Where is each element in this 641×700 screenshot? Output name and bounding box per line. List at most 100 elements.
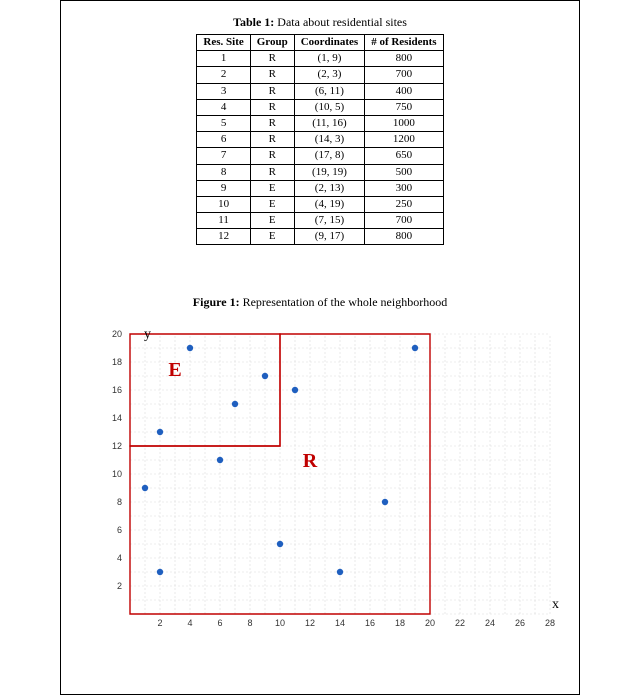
x-axis-label: x xyxy=(552,597,559,612)
col-residents: # of Residents xyxy=(365,35,443,51)
table-cell: E xyxy=(250,229,294,245)
table-cell: (4, 19) xyxy=(294,196,364,212)
table-cell: E xyxy=(250,196,294,212)
table-cell: (11, 16) xyxy=(294,115,364,131)
table-row: 4R(10, 5)750 xyxy=(197,99,443,115)
table-row: 3R(6, 11)400 xyxy=(197,83,443,99)
table-cell: 9 xyxy=(197,180,250,196)
table-cell: (2, 13) xyxy=(294,180,364,196)
table-cell: (1, 9) xyxy=(294,51,364,67)
table-cell: E xyxy=(250,180,294,196)
x-tick-label: 24 xyxy=(485,618,495,628)
col-coords: Coordinates xyxy=(294,35,364,51)
table-row: 9E(2, 13)300 xyxy=(197,180,443,196)
table-cell: (2, 3) xyxy=(294,67,364,83)
table-cell: 4 xyxy=(197,99,250,115)
x-tick-label: 14 xyxy=(335,618,345,628)
x-tick-label: 8 xyxy=(247,618,252,628)
scatter-chart: 2468101214161820222426282468101214161820… xyxy=(70,314,570,644)
y-tick-label: 8 xyxy=(117,497,122,507)
page-border: Table 1: Data about residential sites Re… xyxy=(60,0,580,695)
table-row: 10E(4, 19)250 xyxy=(197,196,443,212)
table-cell: 800 xyxy=(365,229,443,245)
table-cell: 800 xyxy=(365,51,443,67)
x-tick-label: 16 xyxy=(365,618,375,628)
table-cell: 8 xyxy=(197,164,250,180)
table-caption-bold: Table 1: xyxy=(233,15,274,29)
table-cell: 12 xyxy=(197,229,250,245)
table-cell: 6 xyxy=(197,132,250,148)
y-tick-label: 2 xyxy=(117,581,122,591)
table-row: 8R(19, 19)500 xyxy=(197,164,443,180)
table-cell: 1200 xyxy=(365,132,443,148)
table-cell: 700 xyxy=(365,213,443,229)
data-point xyxy=(157,569,163,575)
x-tick-label: 22 xyxy=(455,618,465,628)
x-tick-label: 28 xyxy=(545,618,555,628)
data-point xyxy=(337,569,343,575)
table-cell: R xyxy=(250,83,294,99)
table-row: 6R(14, 3)1200 xyxy=(197,132,443,148)
table-cell: R xyxy=(250,164,294,180)
table-cell: 10 xyxy=(197,196,250,212)
page: Table 1: Data about residential sites Re… xyxy=(0,0,641,700)
table-cell: 1000 xyxy=(365,115,443,131)
y-tick-label: 18 xyxy=(112,357,122,367)
x-tick-label: 18 xyxy=(395,618,405,628)
x-tick-label: 12 xyxy=(305,618,315,628)
data-point xyxy=(217,457,223,463)
data-point xyxy=(187,345,193,351)
x-tick-label: 26 xyxy=(515,618,525,628)
table-cell: (19, 19) xyxy=(294,164,364,180)
table-cell: (14, 3) xyxy=(294,132,364,148)
figure-caption-bold: Figure 1: xyxy=(193,295,240,309)
y-tick-label: 20 xyxy=(112,329,122,339)
table-header-row: Res. Site Group Coordinates # of Residen… xyxy=(197,35,443,51)
table-cell: 3 xyxy=(197,83,250,99)
y-tick-label: 16 xyxy=(112,385,122,395)
table-cell: 11 xyxy=(197,213,250,229)
table-caption: Table 1: Data about residential sites xyxy=(61,15,579,30)
table-row: 5R(11, 16)1000 xyxy=(197,115,443,131)
x-tick-label: 6 xyxy=(217,618,222,628)
figure-caption: Figure 1: Representation of the whole ne… xyxy=(61,295,579,310)
table-caption-rest: Data about residential sites xyxy=(274,15,407,29)
table-cell: 700 xyxy=(365,67,443,83)
table-row: 11E(7, 15)700 xyxy=(197,213,443,229)
table-cell: 400 xyxy=(365,83,443,99)
y-tick-label: 6 xyxy=(117,525,122,535)
table-cell: 250 xyxy=(365,196,443,212)
table-row: 12E(9, 17)800 xyxy=(197,229,443,245)
col-group: Group xyxy=(250,35,294,51)
data-point xyxy=(382,499,388,505)
table-cell: (9, 17) xyxy=(294,229,364,245)
table-row: 1R(1, 9)800 xyxy=(197,51,443,67)
table-cell: R xyxy=(250,99,294,115)
x-tick-label: 10 xyxy=(275,618,285,628)
table-cell: (10, 5) xyxy=(294,99,364,115)
y-axis-label: y xyxy=(144,327,151,342)
x-tick-label: 2 xyxy=(157,618,162,628)
table-cell: R xyxy=(250,115,294,131)
region-label: R xyxy=(303,450,318,472)
table-cell: 2 xyxy=(197,67,250,83)
table-cell: R xyxy=(250,148,294,164)
data-point xyxy=(157,429,163,435)
table-cell: (6, 11) xyxy=(294,83,364,99)
figure-caption-rest: Representation of the whole neighborhood xyxy=(240,295,448,309)
table-cell: 500 xyxy=(365,164,443,180)
data-point xyxy=(232,401,238,407)
table-row: 7R(17, 8)650 xyxy=(197,148,443,164)
table-cell: 650 xyxy=(365,148,443,164)
data-point xyxy=(142,485,148,491)
y-tick-label: 10 xyxy=(112,469,122,479)
residential-table: Res. Site Group Coordinates # of Residen… xyxy=(196,34,443,245)
data-point xyxy=(262,373,268,379)
chart-bg xyxy=(70,314,570,644)
table-cell: E xyxy=(250,213,294,229)
table-cell: 300 xyxy=(365,180,443,196)
data-point xyxy=(412,345,418,351)
col-res-site: Res. Site xyxy=(197,35,250,51)
table-cell: R xyxy=(250,132,294,148)
table-cell: (17, 8) xyxy=(294,148,364,164)
